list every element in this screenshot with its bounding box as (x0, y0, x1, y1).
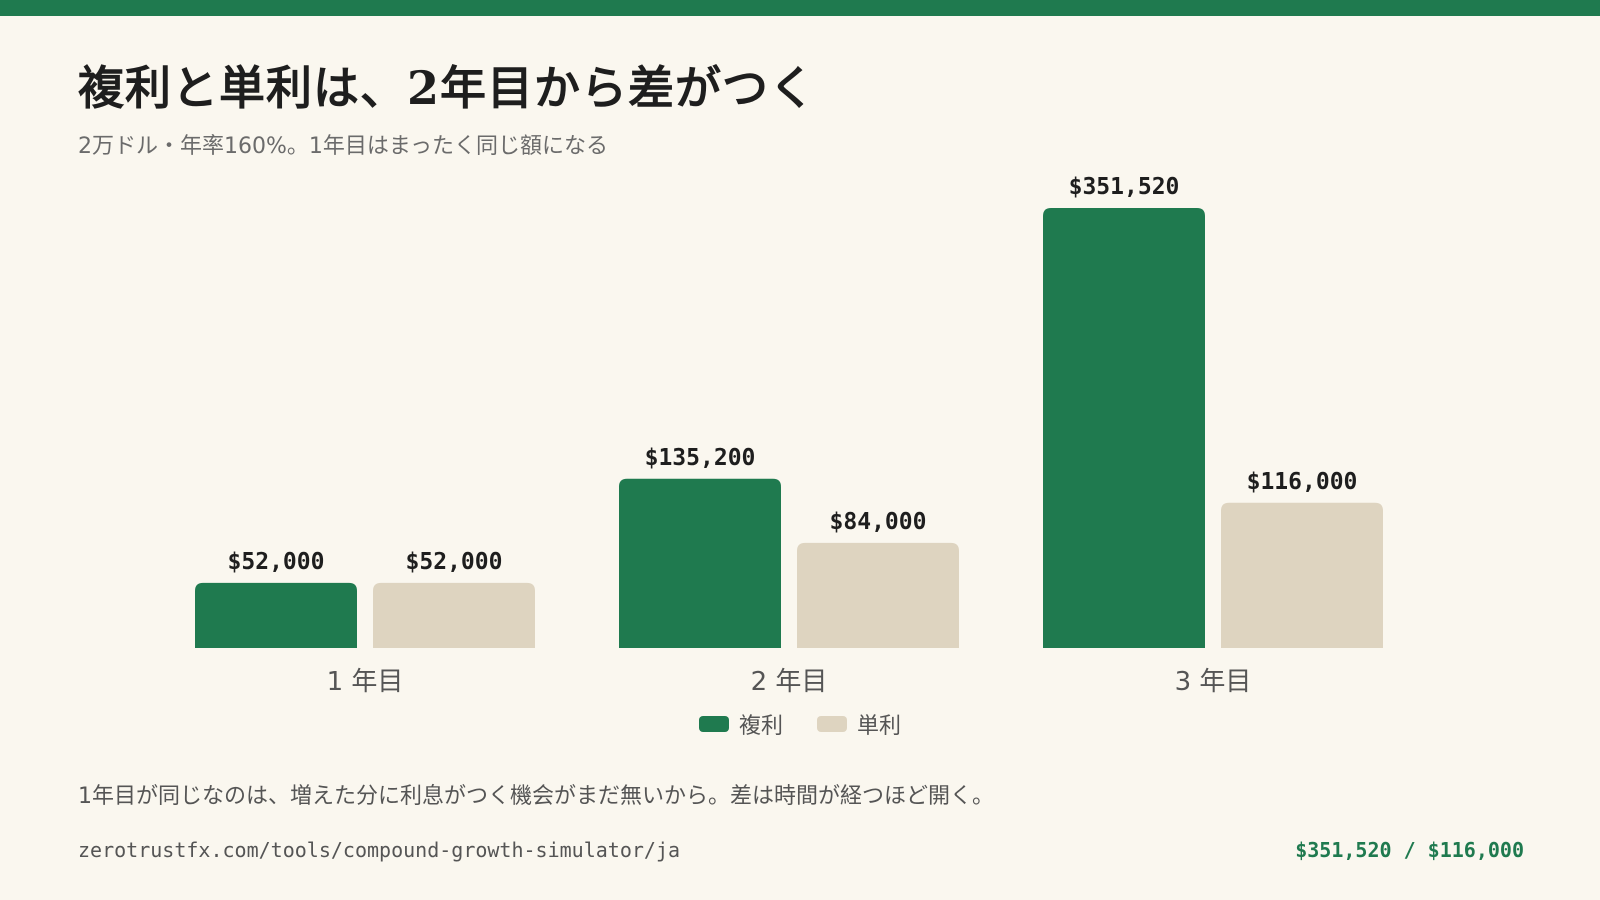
data-label-compound-3: $351,520 (1069, 174, 1180, 200)
bar-simple-3 (1221, 502, 1383, 648)
bar-chart: $52,000 $52,000 1 年目 $135,200 $84,000 2 年目 $35… (195, 174, 1383, 697)
legend-item-simple: 単利 (817, 708, 901, 740)
legend-swatch-compound (698, 716, 729, 732)
category-label-1: 1 年目 (327, 667, 404, 697)
explanation-note: 1年目が同じなのは、増えた分に利息がつく機会がまだ無いから。差は時間が経つほど開… (78, 784, 995, 809)
category-label-3: 3 年目 (1175, 667, 1252, 697)
legend-label-compound: 複利 (738, 714, 783, 739)
legend-item-compound: 複利 (698, 708, 783, 740)
legend-label-simple: 単利 (857, 714, 902, 739)
footer-summary: $351,520 / $116,000 (1295, 838, 1524, 862)
chart-legend: 複利 単利 (0, 708, 1600, 740)
page-title: 複利と単利は、2年目から差がつく (78, 61, 817, 115)
data-label-simple-2: $84,000 (830, 509, 927, 535)
bar-compound-1 (195, 582, 357, 648)
data-label-compound-2: $135,200 (645, 445, 756, 471)
data-label-compound-1: $52,000 (228, 549, 325, 575)
legend-swatch-simple (817, 716, 847, 732)
bar-simple-1 (373, 582, 535, 648)
top-accent-bar (0, 0, 1600, 16)
page-subtitle: 2万ドル・年率160%。1年目はまったく同じ額になる (78, 134, 609, 159)
data-label-simple-1: $52,000 (406, 549, 503, 575)
bar-compound-2 (619, 478, 781, 648)
bar-compound-3 (1043, 208, 1205, 648)
footer-url: zerotrustfx.com/tools/compound-growth-si… (78, 838, 681, 862)
data-label-simple-3: $116,000 (1247, 469, 1358, 495)
category-label-2: 2 年目 (751, 667, 828, 697)
bar-simple-2 (797, 542, 959, 648)
